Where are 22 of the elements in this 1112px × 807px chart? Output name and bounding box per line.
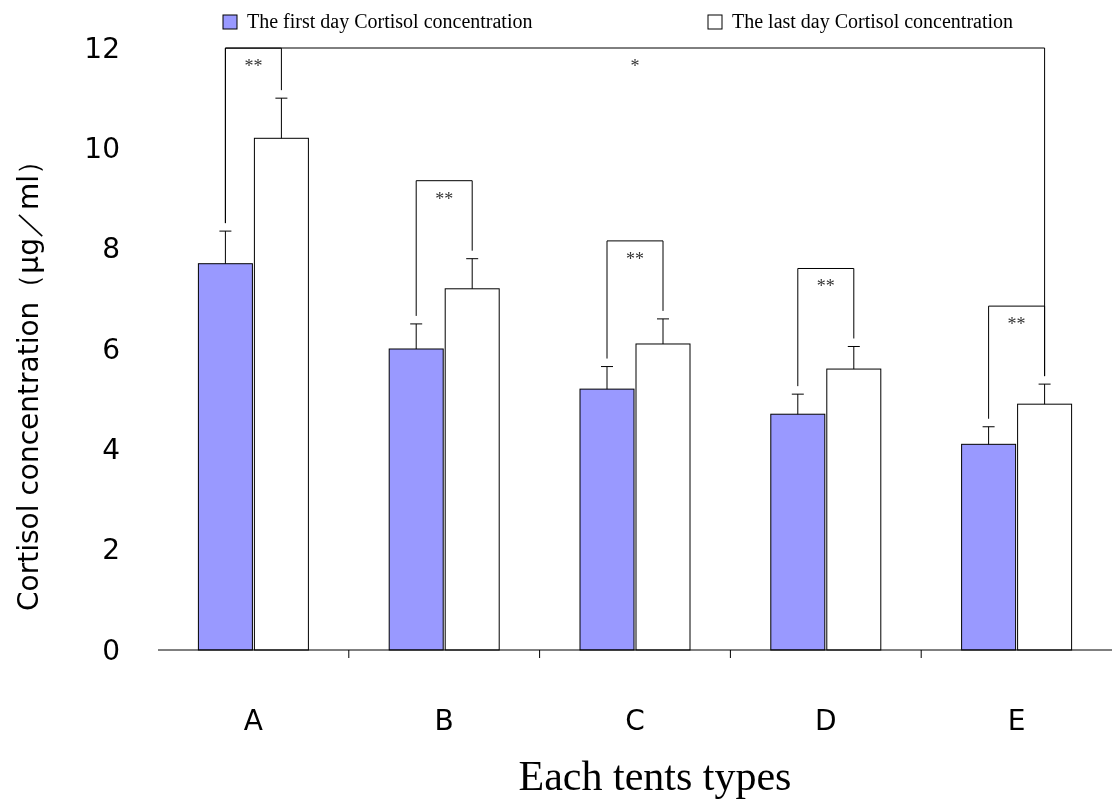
y-tick-label: 10 [84, 132, 120, 166]
legend-label: The first day Cortisol concentration [247, 10, 533, 33]
annotation: ** [1007, 314, 1026, 335]
x-tick-label: D [815, 704, 837, 737]
y-tick-label: 8 [102, 232, 120, 266]
y-tick-label: 12 [84, 31, 120, 65]
x-tick-label: E [1007, 704, 1026, 737]
y-axis-title: Cortisol concentration（μg／ml） [12, 147, 45, 611]
x-tick-label: C [625, 704, 645, 737]
annotation: ** [435, 188, 454, 209]
y-tick-label: 6 [102, 332, 120, 366]
annotation: ** [244, 56, 263, 77]
annotation: ** [626, 248, 644, 269]
y-tick-label: 2 [102, 533, 120, 567]
legend-label: The last day Cortisol concentration [732, 10, 1014, 33]
y-tick-label: 0 [102, 633, 120, 667]
y-tick-label: 4 [102, 433, 120, 467]
x-axis-title: Each tents types [518, 753, 792, 799]
x-tick-label: B [434, 704, 454, 737]
annotation: ** [816, 276, 835, 297]
x-tick-label: A [243, 704, 263, 737]
annotation: * [630, 56, 640, 76]
